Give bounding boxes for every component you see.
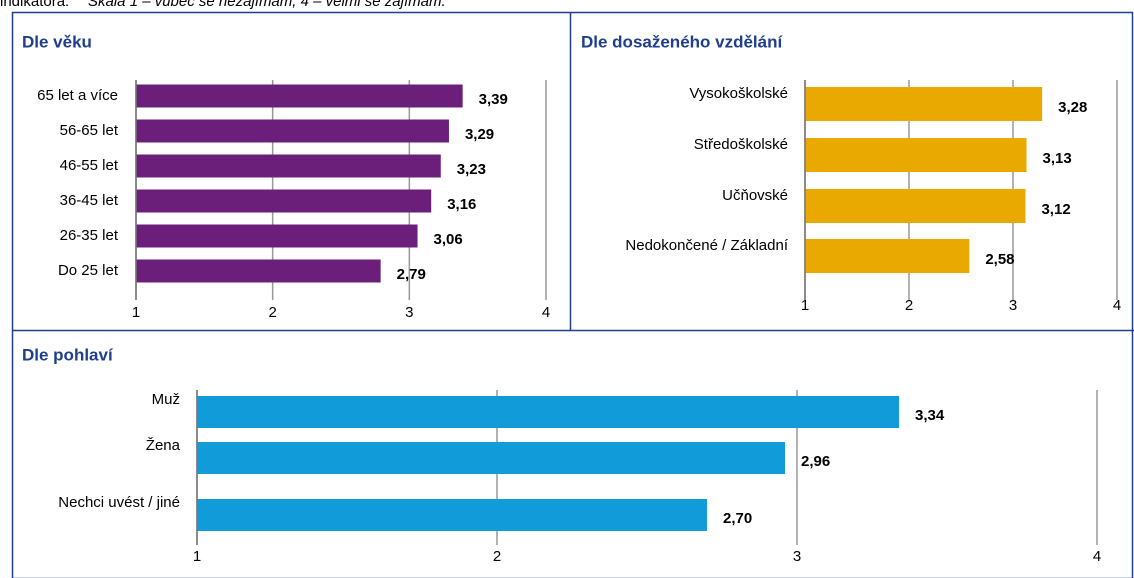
category-label: Do 25 let — [58, 262, 119, 279]
bar — [197, 396, 899, 428]
category-label: Učňovské — [722, 187, 788, 204]
x-tick-label: 4 — [542, 304, 550, 321]
bar — [805, 189, 1026, 223]
bar — [805, 87, 1043, 121]
category-label: Středoškolské — [694, 136, 788, 153]
value-label: 2,79 — [397, 266, 426, 283]
category-label: Nechci uvést / jiné — [58, 494, 180, 511]
value-label: 3,34 — [915, 407, 945, 424]
category-label: Nedokončené / Základní — [625, 237, 788, 254]
category-label: Vysokoškolské — [689, 85, 788, 102]
category-label: 46-55 let — [60, 157, 119, 174]
frame — [11, 11, 1134, 578]
value-label: 3,23 — [457, 161, 486, 178]
x-tick-label: 1 — [193, 548, 201, 565]
x-tick-label: 4 — [1113, 297, 1121, 314]
x-tick-label: 3 — [1009, 297, 1017, 314]
chart-title: Dle dosaženého vzdělání — [581, 32, 783, 51]
x-tick-label: 3 — [405, 304, 413, 321]
chart-title: Dle věku — [22, 32, 92, 51]
value-label: 3,28 — [1058, 99, 1087, 116]
bar — [136, 259, 381, 283]
value-label: 3,39 — [479, 91, 508, 108]
bar — [136, 189, 432, 213]
value-label: 3,16 — [447, 196, 476, 213]
bar — [136, 154, 441, 178]
value-label: 3,13 — [1043, 150, 1072, 167]
category-label: 36-45 let — [60, 192, 119, 209]
value-label: 3,12 — [1041, 201, 1070, 218]
x-tick-label: 4 — [1093, 548, 1101, 565]
caption-lead: indikátora. — [0, 0, 69, 10]
category-label: 56-65 let — [60, 122, 119, 139]
x-tick-label: 2 — [493, 548, 501, 565]
x-tick-label: 1 — [132, 304, 140, 321]
x-tick-label: 2 — [905, 297, 913, 314]
bar — [136, 119, 449, 143]
bar — [136, 84, 463, 108]
bar — [136, 224, 418, 248]
category-label: 65 let a více — [37, 87, 118, 104]
chart-title: Dle pohlaví — [22, 345, 114, 364]
bar — [197, 499, 707, 531]
x-tick-label: 2 — [268, 304, 276, 321]
caption-scale: Škála 1 – vůbec se nezajímám, 4 – velmi … — [88, 0, 446, 10]
value-label: 3,29 — [465, 126, 494, 143]
x-tick-label: 1 — [801, 297, 809, 314]
category-label: Muž — [152, 391, 180, 408]
bar — [805, 138, 1027, 172]
value-label: 3,06 — [434, 231, 463, 248]
bar — [197, 442, 785, 474]
category-label: Žena — [146, 437, 181, 454]
value-label: 2,58 — [985, 251, 1014, 268]
bar — [805, 239, 970, 273]
x-tick-label: 3 — [793, 548, 801, 565]
value-label: 2,96 — [801, 453, 830, 470]
value-label: 2,70 — [723, 510, 752, 527]
category-label: 26-35 let — [60, 227, 119, 244]
